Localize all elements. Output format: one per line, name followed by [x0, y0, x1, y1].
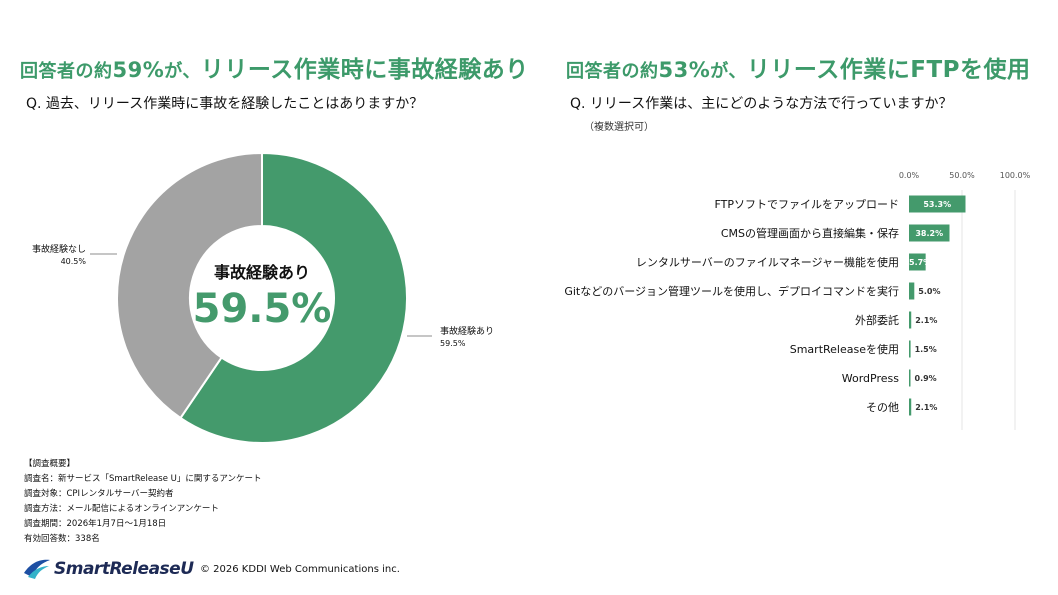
donut-value-label-1: 40.5% [61, 257, 87, 266]
logo-mark-icon [24, 559, 50, 579]
left-headline-emph: リリース作業時に事故経験あり [200, 57, 529, 83]
bar-category-7: その他 [866, 401, 899, 414]
bar-2 [909, 253, 926, 271]
right-headline-mid: が、 [710, 61, 747, 82]
copyright: © 2026 KDDI Web Communications inc. [200, 564, 400, 575]
bar-category-4: 外部委託 [855, 313, 899, 327]
bar-value-label-0: 53.3% [923, 200, 951, 209]
bar-5 [909, 340, 911, 358]
left-headline-pre: 回答者の約 [20, 61, 113, 82]
logo-text: SmartReleaseU [54, 559, 194, 579]
bar-chart: 0.0% 50.0% 100.0% FTPソフトでファイルをアップロード 53.3% C… [564, 171, 1031, 430]
right-headline-emph: リリース作業にFTPを使用 [746, 57, 1031, 83]
survey-overview: 【調査概要】 調査名：新サービス「SmartRelease U」に関するアンケー… [24, 457, 262, 547]
donut-center-value: 59.5% [193, 286, 332, 332]
right-headline-pre: 回答者の約 [566, 61, 659, 82]
left-headline-num: 59% [112, 58, 165, 82]
bar-value-label-1: 38.2% [915, 229, 943, 238]
right-headline: 回答者の約53%が、リリース作業にFTPを使用 [566, 50, 1031, 84]
bar-xtick-2: 100.0% [1000, 171, 1031, 180]
bar-value-label-4: 2.1% [915, 316, 937, 325]
survey-line-name: 調査名：新サービス「SmartRelease U」に関するアンケート [24, 474, 262, 484]
right-question: Q. リリース作業は、主にどのような方法で行っていますか？ [570, 96, 953, 112]
donut-value-label-0: 59.5% [440, 339, 466, 348]
bar-xtick-1: 50.0% [949, 171, 975, 180]
left-headline-mid: が、 [164, 61, 201, 82]
bar-value-label-7: 2.1% [915, 403, 937, 412]
bar-4 [909, 311, 912, 329]
bar-7 [909, 398, 912, 416]
right-subnote: （複数選択可） [584, 122, 654, 133]
bar-value-label-3: 5.0% [918, 287, 940, 296]
bar-value-label-2: 15.7% [903, 258, 931, 267]
donut-label-1: 事故経験なし [32, 243, 86, 255]
smartrelease-logo: SmartReleaseU [22, 557, 194, 583]
bar-1 [909, 224, 950, 242]
donut-slice-0 [179, 151, 408, 444]
donut-slice-1 [116, 151, 263, 420]
left-question: Q. 過去、リリース作業時に事故を経験したことはありますか？ [26, 96, 424, 112]
survey-heading: 【調査概要】 [24, 459, 76, 469]
bar-0 [909, 195, 966, 213]
donut-chart: 事故経験あり 59.5% 事故経験なし 40.5% 事故経験あり 59.5% [32, 151, 494, 444]
bar-category-3: Gitなどのバージョン管理ツールを使用し、デプロイコマンドを実行 [564, 284, 899, 298]
bar-3 [909, 282, 915, 300]
bar-category-6: WordPress [842, 372, 899, 385]
bar-value-label-5: 1.5% [915, 345, 937, 354]
bar-6 [909, 369, 911, 387]
left-headline: 回答者の約59%が、リリース作業時に事故経験あり [20, 50, 529, 84]
bar-category-2: レンタルサーバーのファイルマネージャー機能を使用 [636, 255, 899, 269]
donut-center-label: 事故経験あり [214, 263, 310, 282]
survey-line-period: 調査期間：2026年1月7日〜1月18日 [24, 519, 167, 529]
survey-line-method: 調査方法：メール配信によるオンラインアンケート [24, 504, 219, 514]
survey-line-count: 有効回答数：338名 [24, 534, 100, 544]
bar-category-0: FTPソフトでファイルをアップロード [715, 198, 900, 211]
donut-label-0: 事故経験あり [440, 325, 494, 337]
bar-value-label-6: 0.9% [915, 374, 937, 383]
bar-category-1: CMSの管理画面から直接編集・保存 [721, 226, 899, 240]
bar-category-5: SmartReleaseを使用 [790, 343, 899, 356]
bar-xtick-0: 0.0% [899, 171, 920, 180]
right-headline-num: 53% [658, 58, 711, 82]
survey-line-target: 調査対象：CPIレンタルサーバー契約者 [24, 489, 174, 499]
